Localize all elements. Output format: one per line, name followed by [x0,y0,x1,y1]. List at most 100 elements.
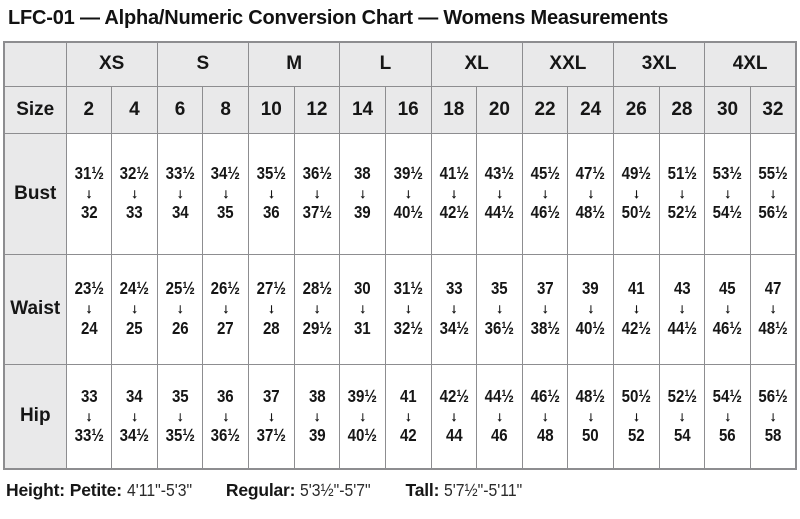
range-from: 37 [536,278,554,299]
range-from: 30 [354,278,371,299]
measurement-cell: 47½ ↓ 48½ [567,132,614,255]
down-arrow-icon: ↓ [267,407,275,424]
range-to: 26 [171,317,189,338]
down-arrow-icon: ↓ [587,300,595,317]
range-from: 32½ [119,162,150,183]
measurement-cell: 52½ ↓ 54 [658,363,706,470]
measurement-cell: 31½ ↓ 32 [65,132,113,255]
range-from: 53½ [712,162,743,183]
height-note: Height: Petite: 4'11"-5'3" Regular: 5'3½… [6,480,800,501]
range-from: 33 [80,385,98,406]
range-from: 37 [262,385,280,406]
range-to: 34 [171,202,189,223]
measurement-cell: 44½ ↓ 46 [476,363,523,470]
measurement-cell: 33½ ↓ 34 [156,132,204,255]
measurement-cell: 32½ ↓ 33 [111,132,158,255]
measurement-cell: 35 ↓ 36½ [476,253,523,365]
down-arrow-icon: ↓ [541,184,549,201]
down-arrow-icon: ↓ [176,407,184,424]
range-from: 43½ [484,162,515,183]
measurement-cell: 39½ ↓ 40½ [384,132,432,255]
range-from: 42½ [439,385,469,406]
down-arrow-icon: ↓ [495,407,503,424]
range-to: 54 [673,425,691,445]
down-arrow-icon: ↓ [632,300,640,317]
range-from: 39½ [393,162,423,183]
down-arrow-icon: ↓ [176,300,184,317]
measurement-cell: 45 ↓ 46½ [704,253,751,365]
range-from: 39½ [347,385,378,406]
measurement-cell: 47 ↓ 48½ [749,253,797,365]
down-arrow-icon: ↓ [450,184,458,201]
range-to: 46½ [712,317,743,338]
range-from: 46½ [530,385,560,406]
measurement-cell: 35 ↓ 35½ [156,363,204,470]
range-from: 26½ [211,278,241,299]
range-to: 39 [354,202,371,223]
measurement-cell: 54½ ↓ 56 [704,363,751,470]
measurement-cell: 36½ ↓ 37½ [293,132,341,255]
alpha-size-cell: XXL [521,41,615,87]
range-to: 48 [536,425,554,445]
down-arrow-icon: ↓ [313,407,321,424]
alpha-size-header-row: XS S M L XL XXL 3XL 4XL [3,41,797,87]
range-from: 23½ [74,278,104,299]
measurement-cell: 24½ ↓ 25 [111,253,158,365]
down-arrow-icon: ↓ [495,300,503,317]
range-from: 34 [126,385,143,406]
measurement-cell: 46½ ↓ 48 [521,363,569,470]
range-to: 32 [80,202,98,223]
down-arrow-icon: ↓ [222,184,230,201]
range-to: 33 [126,202,143,223]
down-arrow-icon: ↓ [724,184,732,201]
down-arrow-icon: ↓ [724,300,732,317]
height-entry-label: Regular: [225,480,296,500]
down-arrow-icon: ↓ [678,184,686,201]
range-to: 40½ [347,425,378,445]
down-arrow-icon: ↓ [130,407,138,424]
down-arrow-icon: ↓ [359,184,367,201]
measurement-cell: 34½ ↓ 35 [202,132,249,255]
numeric-size-cell: 2 [65,85,113,134]
numeric-size-cell: 8 [202,85,249,134]
height-entry-label: Tall: [405,480,440,500]
range-to: 42½ [621,317,651,338]
range-to: 35½ [165,425,195,445]
range-to: 25 [126,317,143,338]
measurement-cell: 48½ ↓ 50 [567,363,614,470]
range-from: 24½ [119,278,150,299]
range-to: 42 [399,425,417,445]
range-from: 38 [308,385,326,406]
measurement-cell: 55½ ↓ 56½ [749,132,797,255]
range-from: 45½ [530,162,560,183]
range-to: 40½ [393,202,423,223]
measurement-cell: 53½ ↓ 54½ [704,132,751,255]
numeric-size-cell: 26 [613,85,660,134]
range-to: 34½ [439,317,469,338]
range-to: 38½ [530,317,560,338]
range-from: 27½ [256,278,286,299]
range-to: 29½ [302,317,332,338]
table-row: Bust 31½ ↓ 32 32½ ↓ 33 33½ ↓ 34 34½ ↓ 35 35½ ↓ 36 36½ ↓ 37… [3,132,797,255]
range-to: 56 [719,425,736,445]
range-from: 33 [445,278,463,299]
down-arrow-icon: ↓ [85,407,93,424]
measurement-cell: 30 ↓ 31 [339,253,386,365]
measurement-cell: 33 ↓ 33½ [65,363,113,470]
row-label: Waist [3,253,67,365]
measurement-cell: 51½ ↓ 52½ [658,132,706,255]
range-to: 48½ [576,202,606,223]
range-from: 47½ [576,162,606,183]
measurement-rows: Bust 31½ ↓ 32 32½ ↓ 33 33½ ↓ 34 34½ ↓ 35 35½ ↓ 36 36½ ↓ 37… [3,132,797,470]
measurement-cell: 43 ↓ 44½ [658,253,706,365]
range-to: 44 [445,425,463,445]
range-from: 41 [399,385,417,406]
down-arrow-icon: ↓ [632,407,640,424]
range-to: 50½ [621,202,651,223]
range-to: 33½ [74,425,104,445]
range-to: 42½ [439,202,469,223]
down-arrow-icon: ↓ [359,407,367,424]
range-from: 35½ [256,162,286,183]
down-arrow-icon: ↓ [313,300,321,317]
numeric-size-cell: 24 [567,85,614,134]
